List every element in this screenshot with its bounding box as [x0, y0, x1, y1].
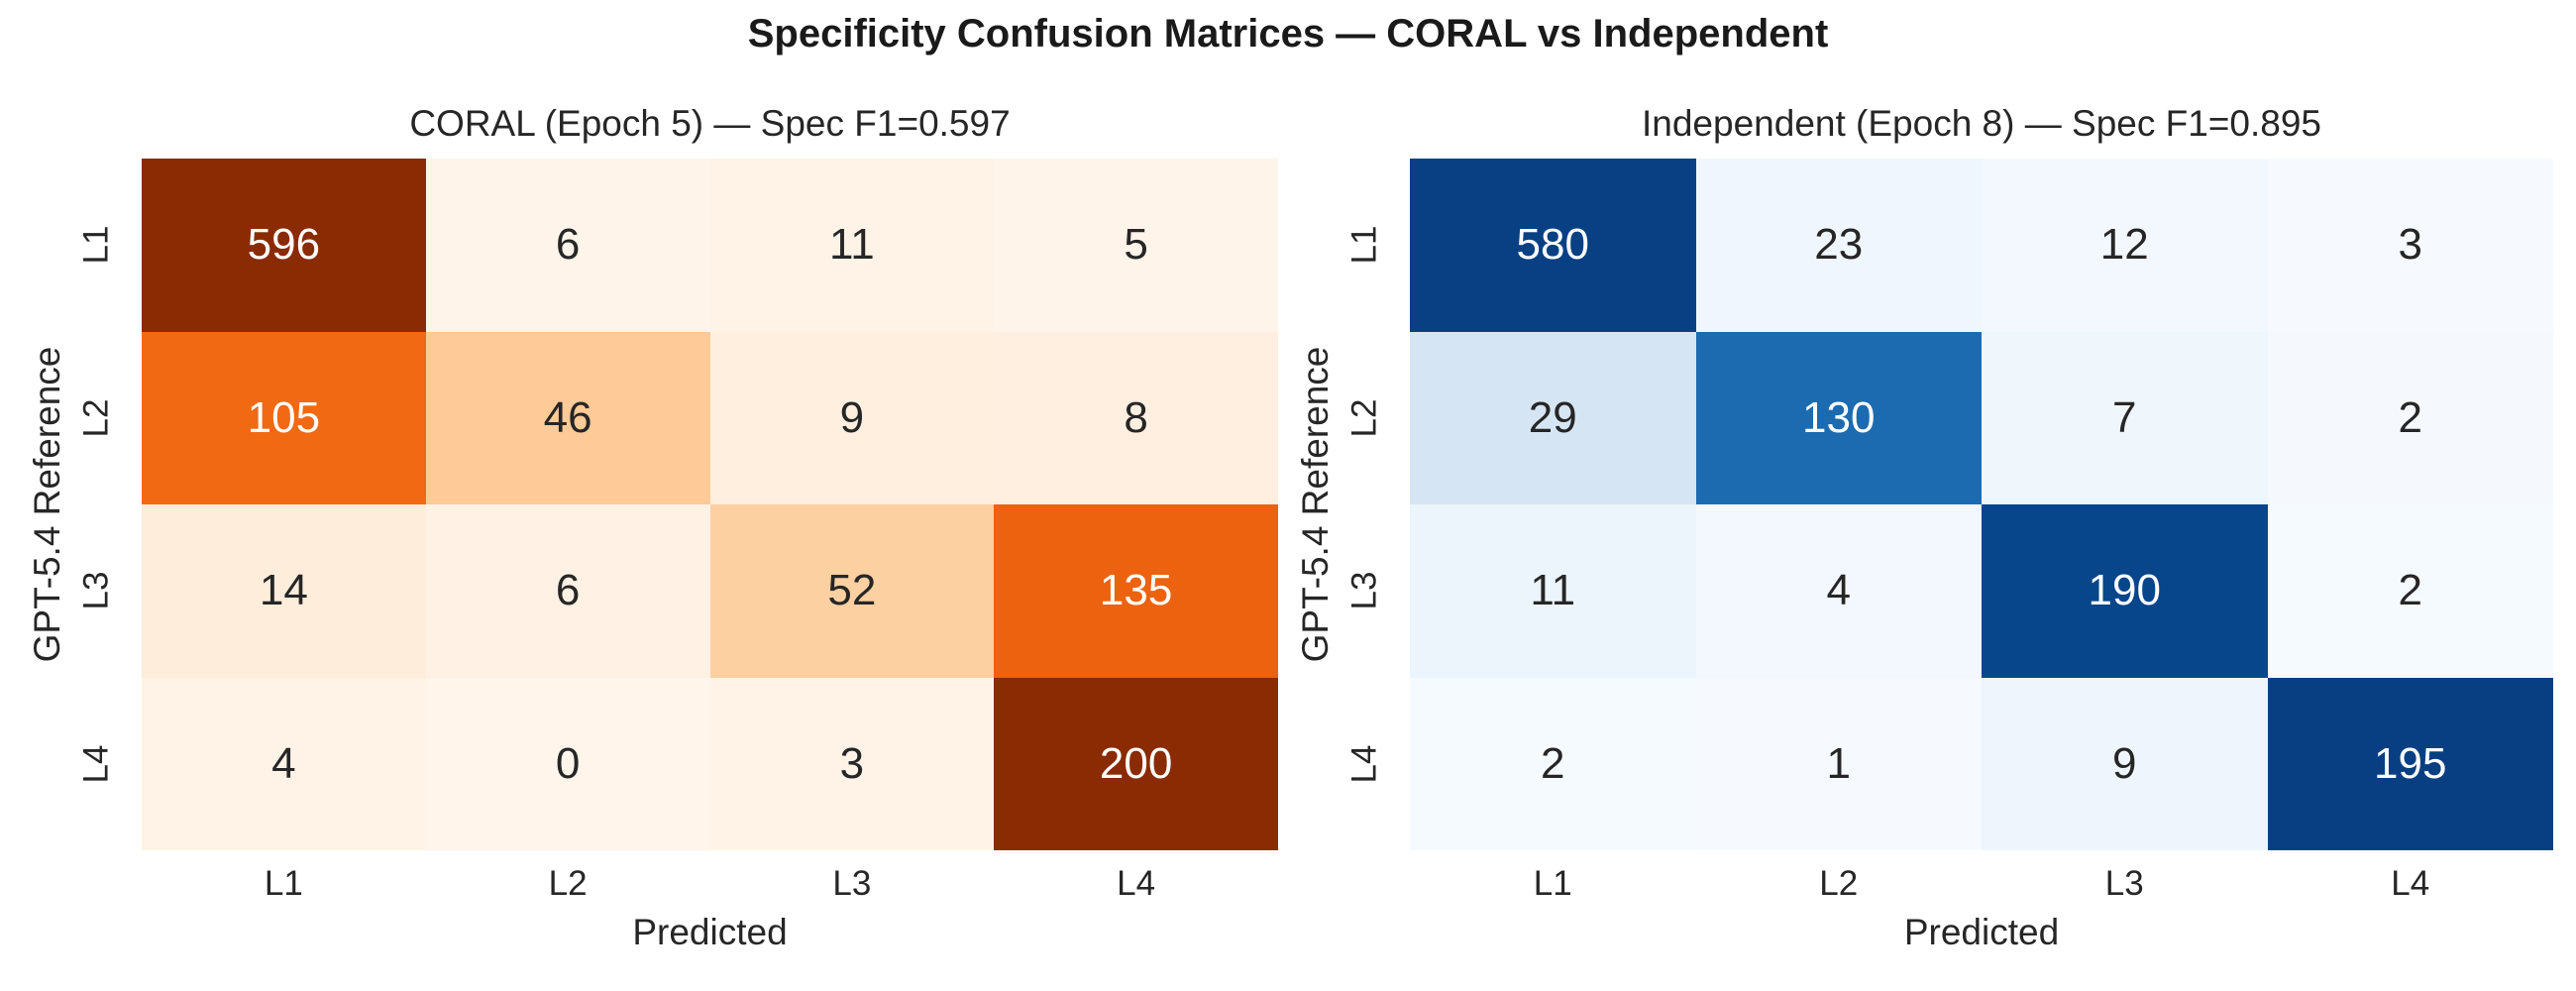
x-tick-label: L4	[2391, 864, 2430, 903]
x-tick-label: L2	[548, 864, 588, 903]
coral-x-axis-label: Predicted	[632, 912, 788, 952]
heatmap-cell: 130	[1695, 331, 1982, 504]
heatmap-cell: 6	[425, 159, 710, 332]
x-tick-label: L4	[1117, 864, 1156, 903]
heatmap-cell: 5	[994, 159, 1278, 332]
heatmap-cell: 2	[2267, 331, 2553, 504]
heatmap-cell: 105	[142, 331, 426, 504]
heatmap-cell: 190	[1982, 504, 2268, 678]
x-tick-label: L1	[264, 864, 303, 903]
heatmap-cell: 135	[994, 504, 1278, 678]
y-tick-label: L1	[1344, 225, 1383, 265]
heatmap-cell: 200	[994, 677, 1278, 850]
heatmap-cell: 3	[709, 677, 995, 850]
coral-x-tick-labels: L1 L2 L3 L4	[142, 864, 1278, 904]
y-tick-label: L2	[76, 398, 115, 438]
coral-heatmap-grid: 596 6 11 5 105 46 9 8 14 6 52 135 4 0 3 200	[142, 159, 1278, 850]
figure-title: Specificity Confusion Matrices — CORAL v…	[747, 12, 1829, 55]
heatmap-cell: 46	[425, 331, 710, 504]
heatmap-cell: 6	[425, 504, 710, 678]
y-tick-label: L3	[1344, 571, 1383, 610]
coral-y-tick-labels: L1 L2 L3 L4	[51, 159, 142, 850]
heatmap-cell: 2	[2267, 504, 2553, 678]
heatmap-cell: 11	[1410, 504, 1696, 678]
independent-y-tick-labels: L1 L2 L3 L4	[1319, 159, 1410, 850]
coral-heatmap-axes: CORAL (Epoch 5) — Spec F1=0.597 GPT-5.4 …	[27, 103, 1278, 952]
y-tick-label: L3	[76, 571, 115, 610]
heatmap-cell: 0	[425, 677, 710, 850]
independent-heatmap-grid: 580 23 12 3 29 130 7 2 11 4 190 2 2 1 9 195	[1410, 159, 2553, 850]
y-tick-label: L4	[76, 744, 115, 784]
heatmap-cell: 9	[709, 331, 995, 504]
heatmap-cell: 8	[994, 331, 1278, 504]
independent-axes-title: Independent (Epoch 8) — Spec F1=0.895	[1642, 103, 2321, 144]
heatmap-cell: 1	[1695, 677, 1982, 850]
heatmap-cell: 23	[1695, 159, 1982, 332]
independent-x-axis-label: Predicted	[1903, 912, 2060, 952]
independent-heatmap-axes: Independent (Epoch 8) — Spec F1=0.895 GP…	[1295, 103, 2553, 952]
y-tick-label: L4	[1344, 744, 1383, 784]
heatmap-cell: 4	[1695, 504, 1982, 678]
heatmap-cell: 596	[142, 159, 426, 332]
heatmap-cell: 14	[142, 504, 426, 678]
heatmap-cell: 12	[1982, 159, 2268, 332]
independent-x-tick-labels: L1 L2 L3 L4	[1410, 864, 2553, 904]
heatmap-cell: 2	[1410, 677, 1696, 850]
heatmap-cell: 7	[1982, 331, 2268, 504]
x-tick-label: L1	[1533, 864, 1572, 903]
coral-axes-title: CORAL (Epoch 5) — Spec F1=0.597	[409, 103, 1011, 144]
x-tick-label: L3	[2104, 864, 2144, 903]
heatmap-cell: 52	[709, 504, 995, 678]
heatmap-cell: 195	[2267, 677, 2553, 850]
y-tick-label: L1	[76, 225, 115, 265]
x-tick-label: L3	[832, 864, 872, 903]
heatmap-cell: 3	[2267, 159, 2553, 332]
heatmap-cell: 9	[1982, 677, 2268, 850]
y-tick-label: L2	[1344, 398, 1383, 438]
heatmap-cell: 4	[142, 677, 426, 850]
x-tick-label: L2	[1819, 864, 1859, 903]
heatmap-cell: 29	[1410, 331, 1696, 504]
heatmap-cell: 11	[709, 159, 995, 332]
heatmap-cell: 580	[1410, 159, 1696, 332]
